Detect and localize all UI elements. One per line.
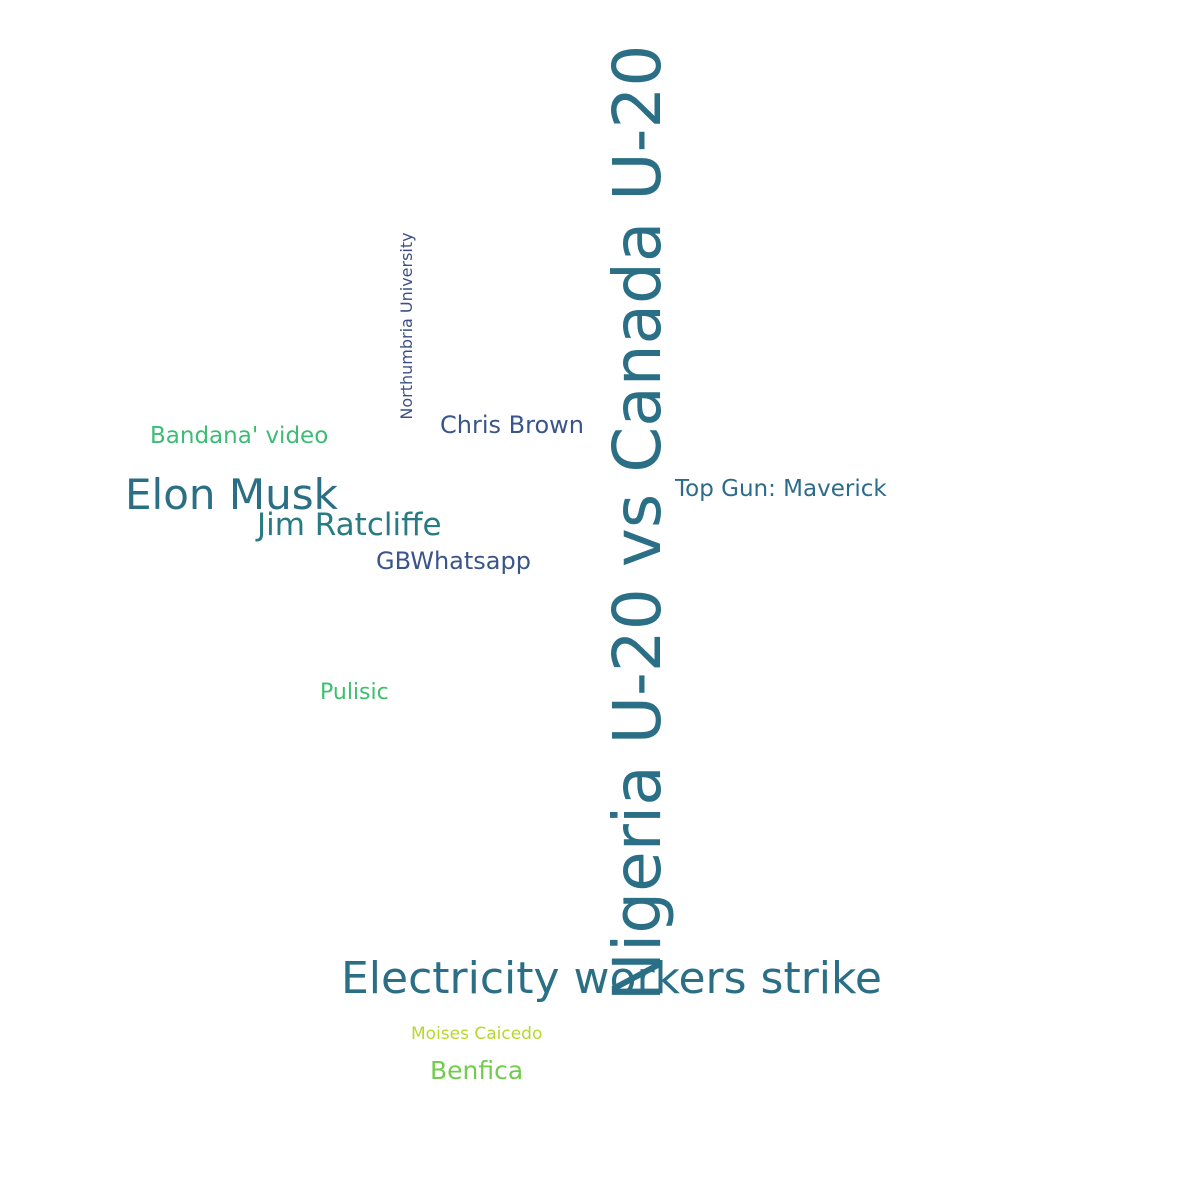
word-moises-caicedo: Moises Caicedo [411,1024,543,1044]
word-bandana-video: Bandana' video [150,423,329,449]
word-electricity-workers-strike: Electricity workers strike [341,953,882,1004]
word-nigeria-vs-canada: Nigeria U-20 vs Canada U-20 [599,44,676,1002]
word-gbwhatsapp: GBWhatsapp [376,547,531,575]
word-chris-brown: Chris Brown [440,411,584,439]
word-pulisic: Pulisic [320,680,389,705]
word-top-gun-maverick: Top Gun: Maverick [675,476,887,502]
word-jim-ratcliffe: Jim Ratcliffe [257,507,442,543]
word-elon-musk: Elon Musk [125,470,338,519]
word-northumbria-university: Northumbria University [397,232,416,420]
word-benfica: Benfica [430,1056,524,1085]
